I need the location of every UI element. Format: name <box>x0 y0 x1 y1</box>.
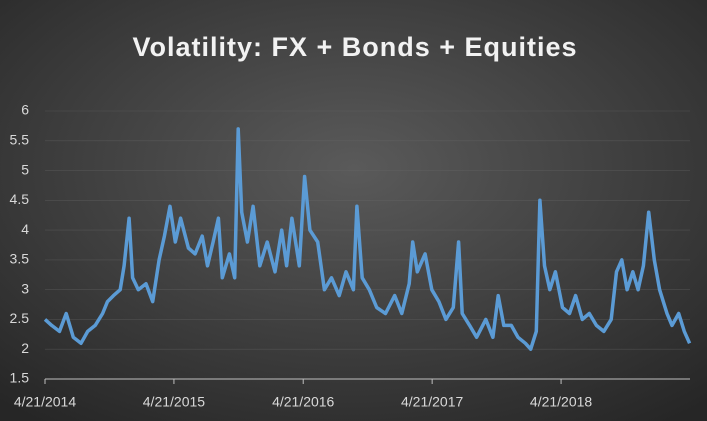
chart-title: Volatility: FX + Bonds + Equities <box>132 32 577 62</box>
x-tick-label: 4/21/2017 <box>401 394 463 410</box>
x-tick-label: 4/21/2018 <box>530 394 592 410</box>
y-tick-label: 3.5 <box>10 251 30 267</box>
x-tick-label: 4/21/2016 <box>272 394 334 410</box>
y-tick-label: 5.5 <box>10 131 30 147</box>
y-tick-label: 6 <box>21 102 29 118</box>
y-tick-label: 4.5 <box>10 191 30 207</box>
y-tick-label: 3 <box>21 280 29 296</box>
y-tick-label: 2 <box>21 340 29 356</box>
x-tick-label: 4/21/2014 <box>14 394 76 410</box>
y-tick-label: 1.5 <box>10 370 30 386</box>
series-line <box>43 127 692 351</box>
y-tick-label: 4 <box>21 221 29 237</box>
x-tick-label: 4/21/2015 <box>143 394 205 410</box>
y-tick-label: 2.5 <box>10 310 30 326</box>
y-tick-label: 5 <box>21 161 29 177</box>
